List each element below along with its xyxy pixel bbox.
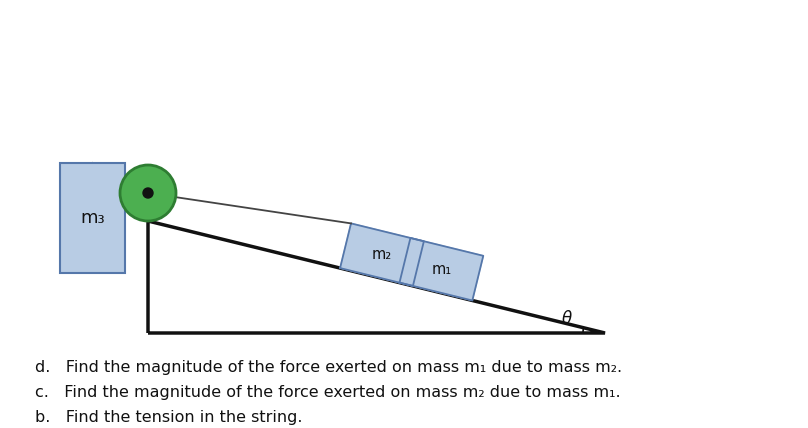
Text: θ: θ — [562, 310, 572, 328]
Text: d.   Find the magnitude of the force exerted on mass m₁ due to mass m₂.: d. Find the magnitude of the force exert… — [35, 360, 622, 375]
Bar — [60, 163, 125, 273]
Circle shape — [143, 188, 153, 198]
Text: m₁: m₁ — [431, 262, 452, 277]
Polygon shape — [399, 238, 483, 300]
Text: m₃: m₃ — [80, 209, 105, 227]
Text: m₂: m₂ — [372, 247, 392, 262]
Circle shape — [120, 165, 176, 221]
Polygon shape — [340, 223, 424, 286]
Text: c.   Find the magnitude of the force exerted on mass m₂ due to mass m₁.: c. Find the magnitude of the force exert… — [35, 385, 621, 400]
Text: b.   Find the tension in the string.: b. Find the tension in the string. — [35, 410, 302, 425]
